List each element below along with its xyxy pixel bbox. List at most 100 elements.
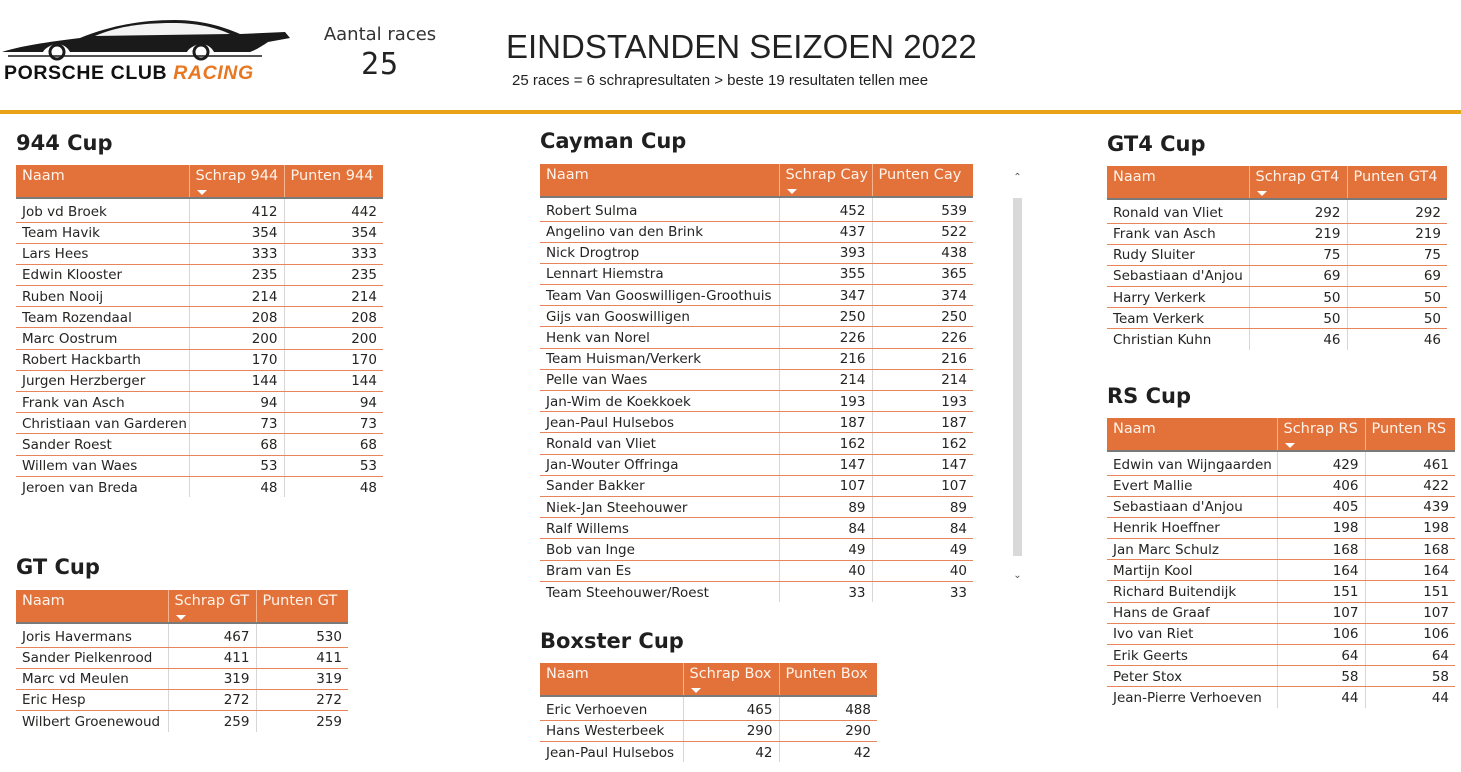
table-row[interactable]: Ronald van Vliet 292 292 (1107, 199, 1447, 224)
table-row[interactable]: Wilbert Groenewoud 259 259 (16, 710, 348, 732)
table-row[interactable]: Christiaan van Garderen 73 73 (16, 412, 383, 435)
column-header-schrap[interactable]: Schrap GT (168, 590, 257, 624)
column-header-punten[interactable]: Punten Box (779, 663, 877, 697)
table-row[interactable]: Frank van Asch 219 219 (1107, 223, 1447, 245)
column-header-punten[interactable]: Punten GT (256, 590, 348, 624)
sort-descending-icon[interactable] (690, 688, 701, 693)
table-row[interactable]: Marc vd Meulen 319 319 (16, 668, 348, 690)
sort-descending-icon[interactable] (1256, 191, 1267, 196)
table-row[interactable]: Niek-Jan Steehouwer 89 89 (540, 496, 973, 519)
table-row[interactable]: Jan-Wim de Koekkoek 193 193 (540, 390, 973, 413)
table-row[interactable]: Marc Oostrum 200 200 (16, 327, 383, 350)
table-row[interactable]: Erik Geerts 64 64 (1107, 644, 1455, 667)
table-row[interactable]: Martijn Kool 164 164 (1107, 559, 1455, 582)
table-row[interactable]: Jeroen van Breda 48 48 (16, 476, 383, 498)
scroll-up-icon[interactable]: ⌃ (1013, 172, 1022, 183)
table-row[interactable]: Sander Pielkenrood 411 411 (16, 647, 348, 669)
column-header-naam[interactable]: Naam (16, 590, 169, 624)
table-row[interactable]: Hans de Graaf 107 107 (1107, 602, 1455, 624)
table-row[interactable]: Gijs van Gooswilligen 250 250 (540, 305, 973, 328)
table-row[interactable]: Angelino van den Brink 437 522 (540, 221, 973, 243)
table-row[interactable]: Team Havik 354 354 (16, 222, 383, 244)
table-row[interactable]: Nick Drogtrop 393 438 (540, 242, 973, 264)
column-header-punten[interactable]: Punten Cay (872, 164, 973, 198)
cell-schrap: 49 (779, 538, 873, 561)
table-row[interactable]: Edwin van Wijngaarden 429 461 (1107, 451, 1455, 476)
column-header-naam[interactable]: Naam (540, 164, 780, 198)
table-row[interactable]: Robert Sulma 452 539 (540, 197, 973, 222)
cell-schrap: 429 (1277, 451, 1366, 476)
column-header-naam[interactable]: Naam (540, 663, 684, 697)
table-row[interactable]: Christian Kuhn 46 46 (1107, 328, 1447, 351)
column-header-schrap[interactable]: Schrap RS (1277, 418, 1366, 452)
table-row[interactable]: Sander Roest 68 68 (16, 433, 383, 456)
cell-schrap: 193 (779, 390, 873, 413)
cell-schrap: 44 (1277, 686, 1366, 709)
column-header-schrap[interactable]: Schrap 944 (189, 165, 285, 199)
table-row[interactable]: Jan-Wouter Offringa 147 147 (540, 454, 973, 476)
column-header-punten[interactable]: Punten 944 (284, 165, 383, 199)
column-header-schrap[interactable]: Schrap Cay (779, 164, 873, 198)
sort-descending-icon[interactable] (175, 615, 186, 620)
table-row[interactable]: Robert Hackbarth 170 170 (16, 349, 383, 371)
table-row[interactable]: Rudy Sluiter 75 75 (1107, 244, 1447, 266)
cell-punten: 73 (284, 412, 383, 435)
column-header-naam[interactable]: Naam (1107, 418, 1278, 452)
table-row[interactable]: Team Steehouwer/Roest 33 33 (540, 581, 973, 603)
table-row[interactable]: Jean-Paul Hulsebos 187 187 (540, 411, 973, 434)
table-row[interactable]: Jean-Pierre Verhoeven 44 44 (1107, 686, 1455, 709)
cup-title-rs: RS Cup (1107, 384, 1191, 408)
table-row[interactable]: Frank van Asch 94 94 (16, 391, 383, 414)
table-row[interactable]: Richard Buitendijk 151 151 (1107, 580, 1455, 603)
table-row[interactable]: Edwin Klooster 235 235 (16, 264, 383, 287)
cell-punten: 68 (284, 433, 383, 456)
scroll-down-icon[interactable]: ⌄ (1013, 570, 1022, 581)
scrollbar-thumb[interactable] (1013, 198, 1022, 556)
cayman-scrollbar[interactable]: ⌃ ⌄ (1011, 164, 1024, 596)
table-row[interactable]: Jan Marc Schulz 168 168 (1107, 538, 1455, 561)
column-header-punten[interactable]: Punten GT4 (1347, 166, 1447, 200)
table-row[interactable]: Ruben Nooij 214 214 (16, 285, 383, 308)
table-row[interactable]: Team Van Gooswilligen-Groothuis 347 374 (540, 284, 973, 307)
table-row[interactable]: Evert Mallie 406 422 (1107, 475, 1455, 497)
table-row[interactable]: Peter Stox 58 58 (1107, 665, 1455, 688)
table-row[interactable]: Joris Havermans 467 530 (16, 623, 348, 648)
column-header-schrap[interactable]: Schrap GT4 (1249, 166, 1348, 200)
sort-descending-icon[interactable] (786, 189, 797, 194)
table-row[interactable]: Sebastiaan d'Anjou 69 69 (1107, 265, 1447, 288)
table-row[interactable]: Team Verkerk 50 50 (1107, 307, 1447, 330)
table-row[interactable]: Sebastiaan d'Anjou 405 439 (1107, 496, 1455, 518)
table-row[interactable]: Jurgen Herzberger 144 144 (16, 370, 383, 393)
table-row[interactable]: Bob van Inge 49 49 (540, 538, 973, 561)
table-row[interactable]: Ralf Willems 84 84 (540, 517, 973, 540)
sort-descending-icon[interactable] (1284, 443, 1295, 448)
column-header-naam[interactable]: Naam (16, 165, 190, 199)
column-header-naam[interactable]: Naam (1107, 166, 1250, 200)
table-row[interactable]: Eric Hesp 272 272 (16, 689, 348, 712)
sort-descending-icon[interactable] (196, 190, 207, 195)
cell-schrap: 40 (779, 560, 873, 582)
table-row[interactable]: Pelle van Waes 214 214 (540, 369, 973, 392)
table-row[interactable]: Team Rozendaal 208 208 (16, 306, 383, 329)
table-row[interactable]: Eric Verhoeven 465 488 (540, 696, 877, 721)
cayman-table-viewport[interactable]: Naam Schrap Cay Punten Cay Robert Sulma 452 5… (540, 164, 974, 606)
table-row[interactable]: Sander Bakker 107 107 (540, 475, 973, 497)
table-row[interactable]: Hans Westerbeek 290 290 (540, 720, 877, 742)
table-row[interactable]: Henrik Hoeffner 198 198 (1107, 517, 1455, 540)
cup-title-gt: GT Cup (16, 555, 100, 579)
table-row[interactable]: Bram van Es 40 40 (540, 560, 973, 582)
column-header-schrap[interactable]: Schrap Box (683, 663, 780, 697)
table-row[interactable]: Ivo van Riet 106 106 (1107, 623, 1455, 646)
column-header-label: Naam (1113, 169, 1156, 185)
table-row[interactable]: Lennart Hiemstra 355 365 (540, 263, 973, 286)
table-row[interactable]: Lars Hees 333 333 (16, 243, 383, 265)
column-header-punten[interactable]: Punten RS (1365, 418, 1455, 452)
table-row[interactable]: Jean-Paul Hulsebos 42 42 (540, 741, 877, 763)
table-row[interactable]: Harry Verkerk 50 50 (1107, 286, 1447, 309)
table-row[interactable]: Willem van Waes 53 53 (16, 455, 383, 477)
table-row[interactable]: Team Huisman/Verkerk 216 216 (540, 348, 973, 370)
table-row[interactable]: Ronald van Vliet 162 162 (540, 432, 973, 455)
table-row[interactable]: Job vd Broek 412 442 (16, 198, 383, 223)
cup-title-gt4: GT4 Cup (1107, 132, 1206, 156)
table-row[interactable]: Henk van Norel 226 226 (540, 326, 973, 349)
